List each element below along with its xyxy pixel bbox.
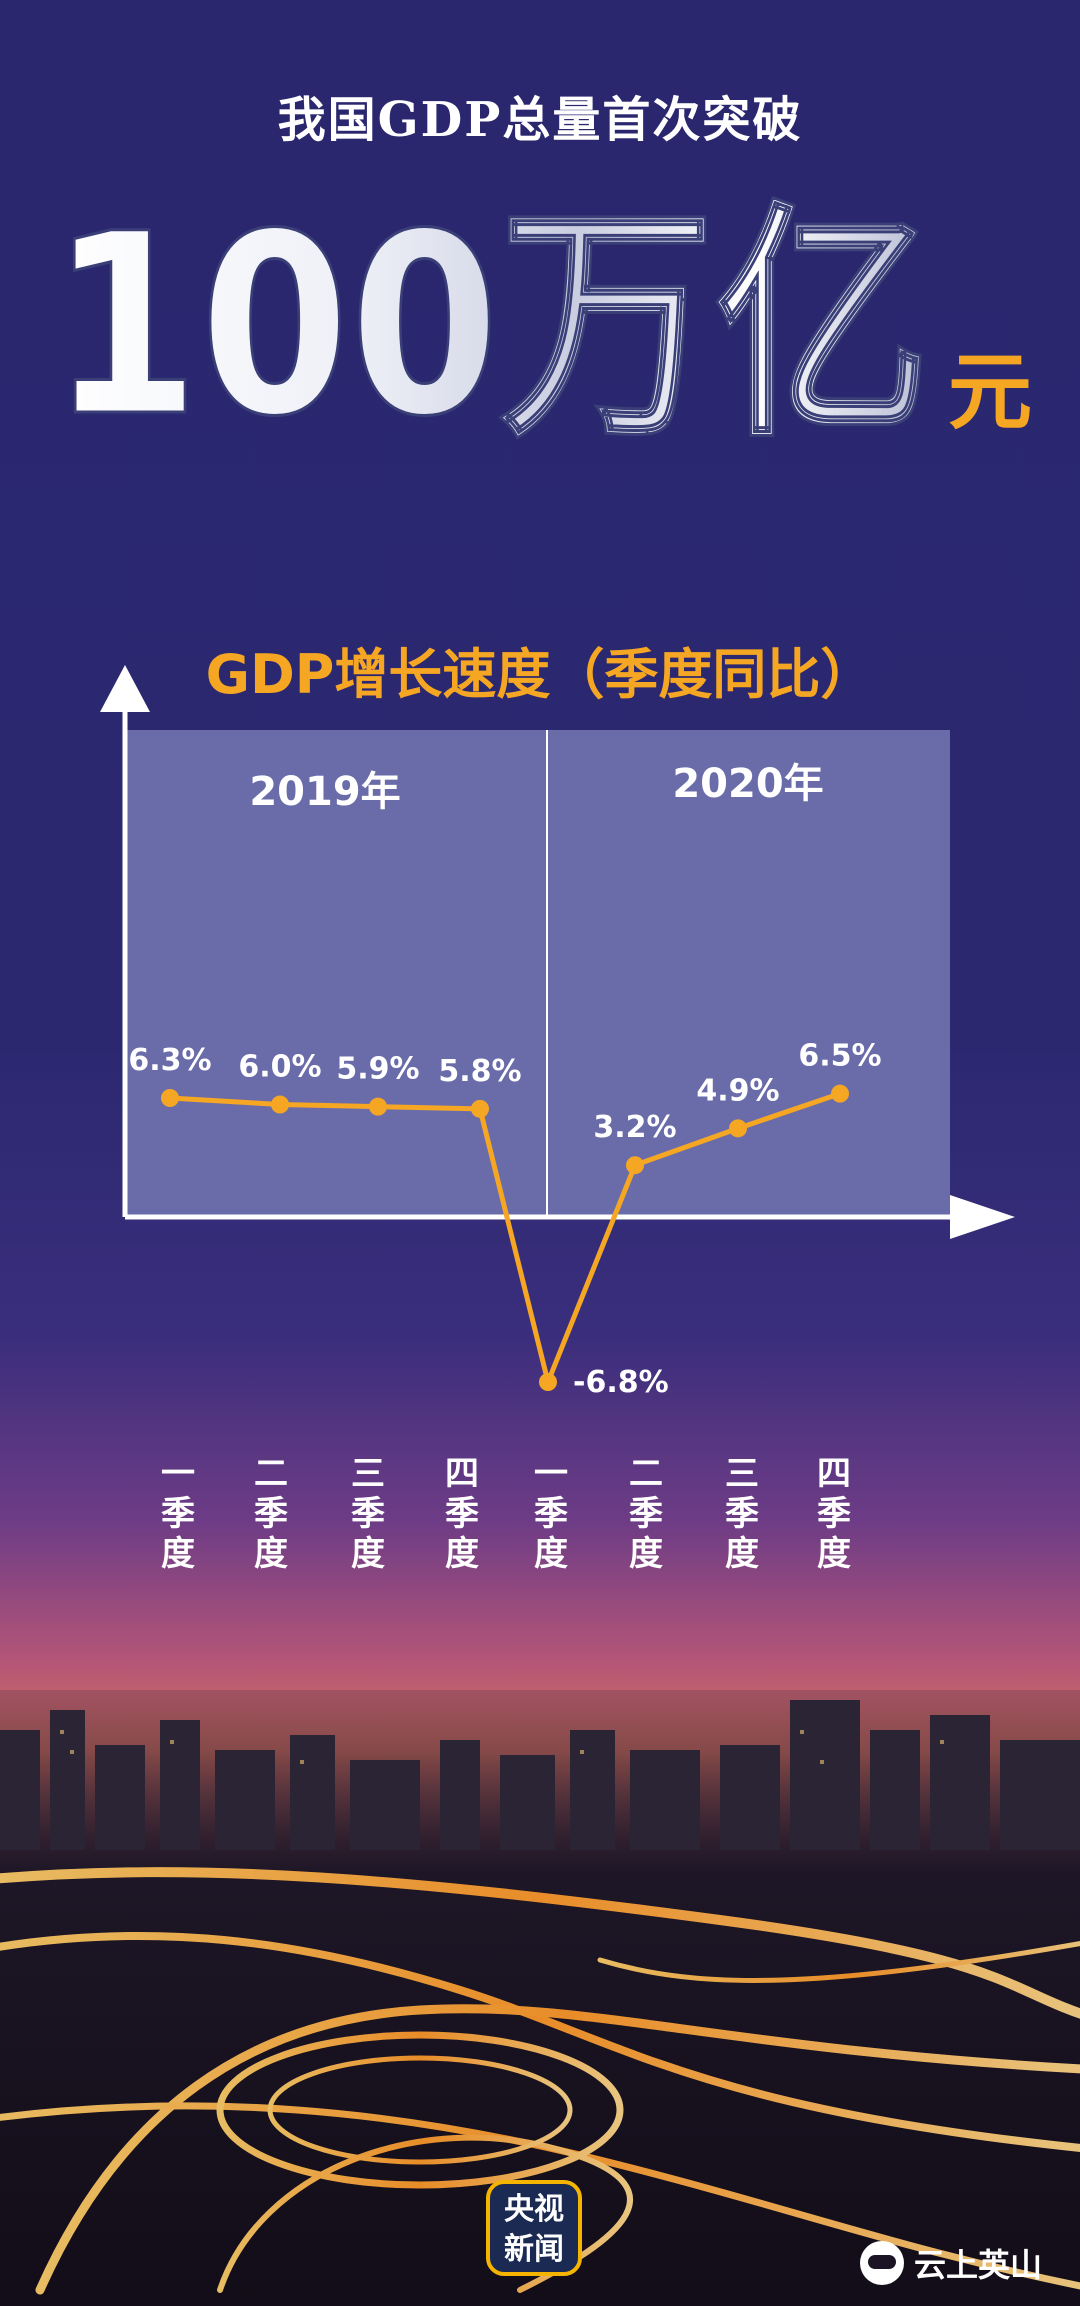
y-axis-arrow <box>100 665 150 712</box>
category-label: 三季度 <box>351 1454 385 1574</box>
data-point <box>161 1089 179 1107</box>
data-point <box>729 1119 747 1138</box>
data-label: 5.8% <box>438 1054 521 1089</box>
x-axis-arrow <box>950 1195 1015 1239</box>
category-label: 四季度 <box>817 1454 851 1574</box>
chart-panel <box>125 730 950 1217</box>
headline: 我国GDP总量首次突破 <box>277 92 803 148</box>
data-point <box>471 1099 489 1118</box>
data-label: 3.2% <box>593 1110 676 1145</box>
logo-line-1: 央视 <box>504 2192 564 2227</box>
category-label: 二季度 <box>629 1454 663 1574</box>
brand-watermark: 云上英山 <box>860 2240 1042 2286</box>
year-label: 2020年 <box>672 761 823 807</box>
data-point <box>831 1084 849 1103</box>
logo-line-2: 新闻 <box>504 2232 564 2267</box>
brand-name: 云上英山 <box>914 2246 1043 2284</box>
category-label: 四季度 <box>445 1454 479 1574</box>
category-label: 一季度 <box>161 1454 195 1574</box>
data-label: 6.0% <box>238 1050 321 1085</box>
brand-logo-icon <box>860 2241 904 2285</box>
data-point <box>626 1156 644 1175</box>
category-label: 一季度 <box>534 1454 568 1574</box>
data-label: 6.5% <box>798 1039 881 1074</box>
data-label: -6.8% <box>573 1365 669 1400</box>
category-label: 二季度 <box>254 1454 288 1574</box>
unit-label: 元 <box>948 343 1033 441</box>
big-number-text: 100万亿 <box>50 180 930 450</box>
chart-title: GDP增长速度（季度同比） <box>205 643 875 706</box>
category-label: 三季度 <box>725 1454 759 1574</box>
data-label: 5.9% <box>336 1052 419 1087</box>
growth-line <box>169 1091 841 1385</box>
cctv-news-logo: 央视 新闻 <box>486 2180 582 2276</box>
data-label: 4.9% <box>696 1073 779 1108</box>
data-point <box>271 1095 289 1114</box>
data-label: 6.3% <box>128 1043 211 1078</box>
year-label: 2019年 <box>249 769 400 815</box>
big-number: 100万亿 <box>49 179 932 451</box>
data-point <box>369 1097 387 1116</box>
data-point <box>539 1373 557 1391</box>
